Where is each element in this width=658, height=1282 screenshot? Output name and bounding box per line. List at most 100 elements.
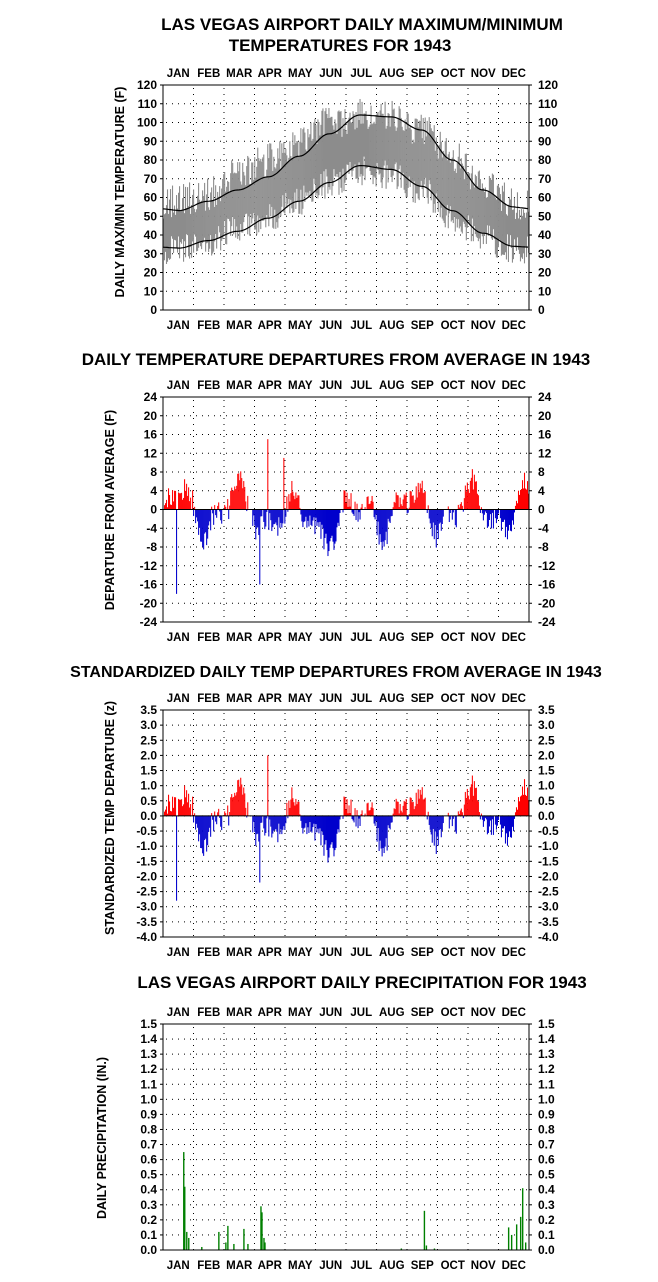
positive-departure-bar [187,802,189,816]
negative-departure-bar [499,815,501,825]
month-label-top: OCT [441,68,465,80]
month-label-top: MAY [288,380,313,392]
negative-departure-bar [329,509,331,542]
month-label-bottom: APR [258,632,283,644]
month-label-bottom: DEC [502,1260,526,1272]
negative-departure-bar [454,509,456,526]
y-tick-label-left: 30 [144,247,158,261]
negative-departure-bar [330,815,332,845]
positive-departure-bar [470,477,472,510]
positive-departure-bar [233,490,235,510]
negative-departure-bar [342,815,344,819]
month-label-top: DEC [502,1007,526,1019]
negative-departure-bar [385,815,387,839]
y-tick-label-right: -1.0 [538,839,559,853]
negative-departure-bar [353,509,355,516]
y-tick-label-left: -4 [146,521,157,535]
negative-departure-bar [317,509,319,523]
negative-departure-bar [246,509,248,512]
positive-departure-bar [364,813,366,816]
positive-departure-bar [291,480,293,510]
y-tick-label-left: -0.5 [136,824,157,838]
negative-departure-bar [407,815,409,820]
precip-bar [519,1216,522,1250]
y-tick-label-left: -24 [140,615,158,629]
positive-departure-bar [190,804,192,816]
negative-departure-bar [483,509,485,515]
positive-departure-bar [525,489,528,510]
positive-departure-bar [349,813,351,816]
month-label-top: MAR [226,380,253,392]
month-label-bottom: MAY [288,320,313,332]
month-label-bottom: MAY [288,632,313,644]
positive-departure-bar [366,496,368,510]
y-tick-label-right: 1.2 [538,1062,555,1076]
plot-border [162,1023,530,1251]
negative-departure-bar [258,815,260,842]
positive-departure-bar [421,480,423,510]
positive-departure-bar [370,807,372,816]
negative-departure-bar [495,509,497,524]
y-tick-label-left: 1.5 [140,1017,157,1031]
negative-departure-bar [336,815,338,834]
negative-departure-bar [332,815,334,849]
negative-departure-bar [435,815,437,854]
negative-departure-bar [213,815,215,832]
y-tick-label-right: 0.0 [538,1243,555,1257]
positive-departure-bar [180,493,182,510]
positive-departure-bar [427,505,429,510]
negative-departure-bar [428,815,430,825]
month-label-bottom: FEB [197,632,220,644]
month-label-top: MAY [288,693,313,705]
negative-departure-bar [496,509,498,520]
positive-departure-bar [224,504,226,510]
positive-departure-bar [392,813,394,816]
y-tick-label-right: -1.5 [538,854,559,868]
negative-departure-bar [278,509,280,518]
negative-departure-bar [434,815,436,832]
precip-bar [524,1242,527,1250]
positive-departure-bar [229,812,231,816]
negative-departure-bar [327,815,329,863]
positive-departure-bar [239,480,241,510]
y-tick-label-left: -1.5 [136,854,157,868]
month-label-top: FEB [197,68,220,80]
positive-departure-bar [396,495,398,510]
negative-departure-bar [302,815,304,834]
positive-departure-bar [470,784,472,816]
month-label-bottom: OCT [441,320,465,332]
negative-departure-bar [260,509,262,517]
negative-departure-bar [308,815,310,833]
negative-departure-bar [270,509,272,521]
negative-departure-bar [206,509,208,546]
negative-departure-bar [216,509,218,518]
negative-departure-bar [311,509,313,527]
negative-departure-bar [310,815,312,832]
y-tick-label-right: -3.0 [538,900,559,914]
negative-departure-bar [257,815,259,834]
negative-departure-bar [318,509,320,527]
positive-departure-bar [237,780,239,816]
negative-departure-bar [391,815,393,823]
negative-departure-bar [279,815,281,835]
negative-departure-bar [357,509,359,522]
positive-departure-bar [471,775,473,816]
positive-departure-bar [473,474,475,510]
negative-departure-bar [193,509,195,517]
positive-departure-bar [172,490,174,510]
negative-departure-bar [512,509,515,525]
y-tick-label-left: 2.5 [140,733,157,747]
positive-departure-bar [477,801,479,816]
negative-departure-bar [202,815,204,854]
negative-departure-bar [287,509,289,512]
positive-departure-bar [417,789,419,816]
y-tick-label-left: 2.0 [140,748,157,762]
negative-departure-bar [228,815,230,826]
negative-departure-bar [304,815,306,828]
positive-departure-bar [343,490,345,510]
negative-departure-bar [479,509,481,513]
month-label-bottom: JAN [167,947,190,959]
negative-departure-bar [432,815,434,829]
positive-departure-bar [480,813,482,816]
positive-departure-bar [519,796,522,816]
